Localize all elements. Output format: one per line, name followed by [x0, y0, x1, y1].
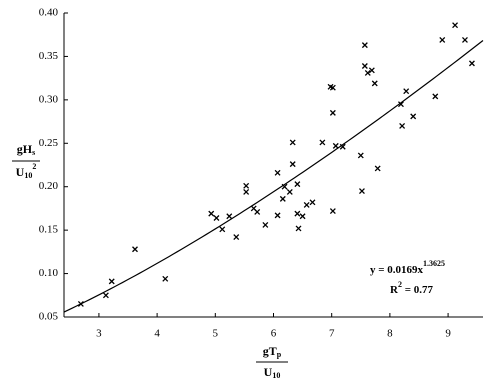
point [403, 88, 410, 95]
annotation-part: = 0.77 [402, 284, 434, 296]
y-label-numerator: gHs [17, 142, 35, 157]
point [329, 109, 336, 116]
y-tick-label: 0.10 [39, 267, 59, 279]
point [262, 221, 269, 228]
fit-equation: y = 0.0169x1.3625 [370, 259, 445, 276]
x-tick-label: 7 [329, 328, 335, 340]
annotation-part: y = 0.0169x [370, 264, 424, 276]
point [374, 165, 381, 172]
point [274, 169, 281, 176]
point [77, 301, 84, 307]
x-tick-label: 4 [154, 328, 160, 340]
point [294, 181, 301, 188]
y-label-part: gH [17, 142, 33, 156]
annotation-part: 1.3625 [423, 259, 445, 268]
point [254, 208, 261, 215]
point [233, 234, 240, 241]
point [279, 195, 286, 202]
y-tick-label: 0.05 [39, 311, 59, 323]
fit-r-squared: R2 = 0.77 [390, 280, 433, 296]
point [462, 36, 468, 43]
point [410, 113, 417, 120]
point [329, 208, 336, 214]
x-tick-label: 8 [387, 328, 393, 340]
point [361, 63, 368, 69]
point [368, 67, 375, 74]
point [364, 69, 371, 76]
point [397, 101, 404, 108]
point [108, 278, 115, 285]
point [439, 36, 446, 43]
x-label-part: U [264, 365, 273, 379]
x-label-denominator: U10 [264, 365, 281, 380]
y-tick-label: 0.15 [39, 224, 59, 236]
point [339, 143, 346, 150]
y-label-part: U [16, 165, 25, 179]
point [309, 199, 316, 206]
x-label-numerator: gTp [263, 344, 282, 359]
y-tick-label: 0.25 [39, 137, 59, 149]
point [361, 42, 368, 49]
point [329, 84, 336, 91]
point [243, 188, 250, 195]
annotation-part: R [390, 284, 399, 296]
point [399, 122, 406, 129]
x-tick-label: 3 [96, 328, 102, 340]
point [332, 142, 339, 149]
x-tick-label: 9 [445, 328, 451, 340]
x-label-part: p [277, 350, 282, 359]
y-label-part: s [32, 148, 35, 157]
point [162, 275, 169, 282]
point [274, 212, 281, 219]
y-tick-label: 0.30 [39, 93, 59, 105]
point [208, 210, 215, 217]
point [299, 213, 306, 220]
point [452, 22, 459, 29]
point [358, 188, 365, 195]
point [102, 292, 109, 299]
point [213, 215, 220, 221]
point [281, 183, 288, 190]
fit-curve [63, 40, 484, 313]
point [294, 210, 301, 217]
x-tick-label: 5 [213, 328, 219, 340]
point [243, 182, 250, 189]
point [468, 60, 475, 67]
point [319, 139, 326, 146]
point [371, 80, 378, 87]
y-tick-label: 0.35 [39, 50, 59, 62]
point [295, 225, 302, 232]
x-tick-label: 6 [271, 328, 277, 340]
annotation-part: 2 [398, 280, 402, 289]
y-tick-label: 0.40 [39, 7, 59, 19]
point [219, 226, 226, 233]
point [303, 201, 310, 208]
point [289, 161, 296, 168]
point [286, 188, 293, 195]
x-label-part: gT [263, 344, 277, 358]
y-label-part: 2 [32, 162, 36, 171]
point [289, 139, 296, 146]
point [226, 213, 233, 220]
point [432, 93, 439, 100]
y-label-denominator: U102 [16, 162, 37, 180]
point [357, 152, 364, 159]
point [132, 246, 138, 253]
y-label-part: 10 [24, 171, 32, 180]
x-label-part: 10 [272, 371, 280, 380]
y-tick-label: 0.20 [39, 180, 59, 192]
